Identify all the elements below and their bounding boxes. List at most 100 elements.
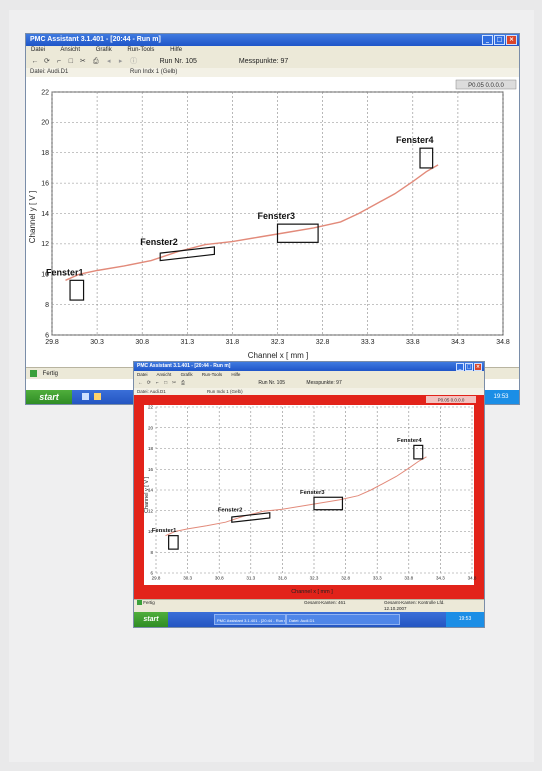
window-label-1: Fenster1	[152, 528, 177, 534]
back-icon[interactable]: ←	[31, 58, 39, 65]
x-tick-label: 34.3	[436, 576, 445, 581]
messpunkte-label: Messpunkte: 97	[238, 58, 289, 65]
overlay-status-right-1: Gesamt-Kanten: 461	[304, 600, 346, 605]
overlay-print-icon[interactable]: ⎙	[180, 380, 185, 386]
window-box-3[interactable]	[313, 496, 344, 511]
menu-datei[interactable]: Datei	[31, 47, 46, 53]
overlay-info-run-index: Run Indx 1 (Gelb)	[207, 389, 243, 394]
info-icon[interactable]: ⓘ	[130, 58, 138, 65]
overlay-plot-area[interactable]: 29.8 30.3 30.8 31.3 31.8 32.3 32.8 33.3 33.8 34.3…	[134, 395, 484, 599]
x-tick-label: 29.8	[45, 339, 59, 346]
window-box-4[interactable]	[419, 147, 434, 169]
y-tick-label: 20	[148, 425, 154, 430]
menu-grafik[interactable]: Grafik	[95, 47, 112, 53]
overlay-window-title: PMC Assistant 3.1.401 - [20:44 - Run m]	[137, 363, 231, 369]
y-tick-label: 14	[41, 211, 49, 218]
y-tick-label: 16	[148, 467, 154, 472]
window-box-3[interactable]	[276, 223, 319, 243]
window-label-4: Fenster4	[396, 135, 434, 145]
overlay-maximize-button[interactable]: □	[465, 363, 473, 371]
overlay-messpunkte-label: Messpunkte: 97	[306, 380, 342, 386]
x-tick-label: 29.8	[152, 576, 161, 581]
y-tick-label: 10	[41, 272, 49, 279]
x-tick-label: 33.8	[406, 339, 420, 346]
overlay-start-button[interactable]: start	[134, 612, 168, 627]
overlay-taskbar: start PMC Assistant 3.1.401 - [20:44 - R…	[134, 612, 484, 627]
measurement-windows[interactable]: Fenster1 Fenster2 Fenster3 Fenster4	[46, 135, 434, 301]
overlay-grid-lines	[155, 406, 473, 574]
x-tick-label: 30.3	[90, 339, 104, 346]
overlay-chart-icon[interactable]: ⌐	[155, 380, 159, 386]
x-tick-label: 30.3	[183, 576, 192, 581]
minimize-button[interactable]: _	[482, 35, 493, 45]
window-label-2: Fenster2	[218, 507, 243, 513]
menu-ansicht[interactable]: Ansicht	[60, 47, 81, 53]
overlay-cut-icon[interactable]: ✂	[171, 380, 177, 386]
menu-run-tools[interactable]: Run-Tools	[127, 47, 155, 53]
y-tick-label: 18	[41, 150, 49, 157]
y-tick-label: 18	[148, 446, 154, 451]
window-box-2[interactable]	[159, 246, 215, 262]
overlay-refresh-icon[interactable]: ⟳	[146, 380, 151, 386]
title-bar: PMC Assistant 3.1.401 - [20:44 - Run m] …	[26, 34, 519, 46]
overlay-menu-hilfe[interactable]: Hilfe	[231, 372, 241, 377]
run-label: Run Nr. 105	[159, 58, 197, 65]
overlay-info-file: Datei: Audi.D1	[137, 389, 166, 394]
refresh-icon[interactable]: ⟳	[44, 58, 50, 65]
overlay-title-bar: PMC Assistant 3.1.401 - [20:44 - Run m] …	[134, 362, 484, 371]
arrow-left-icon[interactable]: ◂	[106, 58, 111, 65]
overlay-window-icon[interactable]: □	[164, 380, 168, 386]
maximize-button[interactable]: □	[494, 35, 505, 45]
arrow-right-icon[interactable]: ▸	[118, 58, 123, 65]
cut-icon[interactable]: ✂	[79, 58, 86, 65]
x-tick-label: 30.8	[135, 339, 149, 346]
window-label-3: Fenster3	[258, 211, 296, 221]
window-box-1[interactable]	[168, 535, 179, 550]
overlay-tick-labels: 29.8 30.3 30.8 31.3 31.8 32.3 32.8 33.3 33.8 34.3…	[148, 405, 477, 581]
x-tick-label: 31.3	[246, 576, 255, 581]
plot-area[interactable]: 29.8 30.3 30.8 31.3 31.8 32.3 32.8 33.3 33.8 34.3…	[26, 77, 519, 367]
x-tick-label: 31.3	[180, 339, 194, 346]
overlay-window-controls: _ □ ×	[456, 363, 482, 371]
window-controls: _ □ ×	[482, 35, 517, 45]
start-button[interactable]: start	[26, 390, 72, 404]
x-tick-label: 32.3	[271, 339, 285, 346]
overlay-measurement-windows[interactable]: Fenster1 Fenster2 Fenster3 Fenster4	[152, 438, 424, 550]
info-file: Datei: Audi.D1	[30, 69, 69, 75]
overlay-start-label: start	[143, 616, 159, 623]
overlay-menu-ansicht[interactable]: Ansicht	[156, 372, 172, 377]
overlay-task-item-2[interactable]: Datei: Audi.D1	[286, 614, 400, 625]
x-tick-label: 31.8	[278, 576, 287, 581]
y-tick-label: 8	[150, 550, 153, 555]
chart-icon[interactable]: ⌐	[56, 58, 61, 65]
start-label: start	[39, 392, 59, 402]
menu-hilfe[interactable]: Hilfe	[170, 47, 183, 53]
y-tick-label: 20	[41, 120, 49, 127]
overlay-close-button[interactable]: ×	[474, 363, 482, 371]
quicklaunch-icon[interactable]	[82, 393, 89, 400]
overlay-menu-datei[interactable]: Datei	[137, 372, 148, 377]
y-tick-label: 12	[148, 508, 154, 513]
overlay-back-icon[interactable]: ←	[138, 380, 143, 386]
overlay-minimize-button[interactable]: _	[456, 363, 464, 371]
overlay-menu-run-tools[interactable]: Run-Tools	[201, 372, 223, 377]
quicklaunch-icon-2[interactable]	[94, 393, 101, 400]
overlay-app-window: PMC Assistant 3.1.401 - [20:44 - Run m] …	[134, 362, 484, 627]
y-tick-label: 6	[150, 571, 153, 576]
window-box-4[interactable]	[413, 444, 424, 460]
window-box-1[interactable]	[69, 279, 85, 301]
overlay-plot-badge: P0.05 0.0.0.0	[438, 398, 465, 403]
overlay-task-item-1[interactable]: PMC Assistant 3.1.401 - [20:44 - Run m]	[214, 614, 286, 625]
close-button[interactable]: ×	[506, 35, 517, 45]
status-text: Fertig	[42, 371, 59, 377]
y-tick-label: 6	[45, 332, 49, 339]
overlay-task-item-1-label: PMC Assistant 3.1.401 - [20:44 - Run m]	[217, 618, 286, 623]
window-box-2[interactable]	[231, 512, 271, 523]
overlay-status-right-3: 12.10.2007	[384, 606, 407, 611]
x-tick-label: 32.8	[316, 339, 330, 346]
print-icon[interactable]: ⎙	[92, 58, 99, 65]
overlay-menu-grafik[interactable]: Grafik	[180, 372, 193, 377]
plot-badge-box	[455, 79, 517, 90]
window-icon[interactable]: □	[68, 58, 73, 65]
x-tick-label: 31.8	[226, 339, 240, 346]
